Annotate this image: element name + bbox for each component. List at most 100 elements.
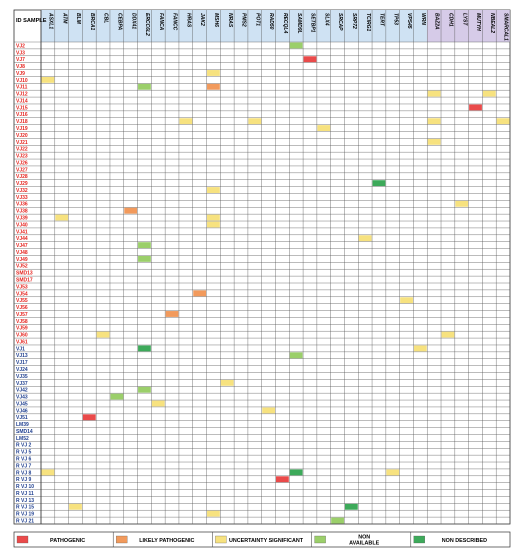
legend-swatch xyxy=(413,535,425,544)
variant-cell xyxy=(138,345,151,352)
variant-cell xyxy=(207,187,220,193)
gene-label: SRP72 xyxy=(351,13,357,29)
gene-label: SETBP1 xyxy=(310,13,316,33)
variant-cell xyxy=(358,235,372,242)
row-header-label: ID SAMPLE xyxy=(16,18,47,24)
variant-cell xyxy=(96,331,110,338)
variant-cell xyxy=(455,200,469,207)
legend-label: LIKELY PATHOGENIC xyxy=(139,538,194,544)
variant-cell xyxy=(138,83,151,90)
gene-label: CBL xyxy=(103,13,109,23)
table-frame xyxy=(13,9,511,525)
sample-label: VJ49 xyxy=(16,257,28,263)
sample-label: VJ13 xyxy=(16,353,28,359)
variant-cell xyxy=(317,125,331,132)
variant-cell xyxy=(386,469,400,476)
sample-label: VJ35 xyxy=(16,374,28,380)
gene-label: SAMD9L xyxy=(296,13,302,34)
sample-label: VJ9 xyxy=(16,71,25,77)
sample-label: VJ46 xyxy=(16,408,28,414)
variant-cell xyxy=(82,414,96,421)
variant-cell xyxy=(289,469,303,476)
gene-label: JAK2 xyxy=(199,13,205,26)
sample-label: VJ21 xyxy=(16,140,28,146)
variant-cell xyxy=(276,476,289,483)
gene-label: BRCA1 xyxy=(89,13,95,30)
variant-cell xyxy=(400,297,413,304)
gene-label: ERCC6L2 xyxy=(144,13,150,36)
gene-label: NBEAL2 xyxy=(489,13,495,33)
sample-label: VJ43 xyxy=(16,395,28,401)
legend-label: NON DESCRIBED xyxy=(442,538,487,544)
sample-label: VJ29 xyxy=(16,181,28,187)
variant-cell xyxy=(138,242,151,249)
gene-label: FANCC xyxy=(172,13,178,31)
sample-label: VJ56 xyxy=(16,305,28,311)
variant-cell xyxy=(441,331,455,338)
sample-label: VJ10 xyxy=(16,78,28,84)
variant-cell xyxy=(344,503,358,510)
gene-label: MUTYH xyxy=(475,13,481,31)
sample-label: LM52 xyxy=(16,436,29,442)
sample-label: R VJ 5 xyxy=(16,450,32,456)
variant-cell xyxy=(331,517,344,524)
sample-label: VJ48 xyxy=(16,250,28,256)
sample-label: R VJ 2 xyxy=(16,443,32,449)
sample-label: VJ16 xyxy=(16,112,28,118)
sample-label: VJ33 xyxy=(16,195,28,201)
variant-cell xyxy=(220,379,234,386)
sample-label: SMD14 xyxy=(16,429,33,435)
legend-label: PATHOGENIC xyxy=(50,538,85,544)
gene-label: BLM xyxy=(75,13,81,25)
variant-cell xyxy=(289,352,303,359)
sample-label: VJ23 xyxy=(16,154,28,160)
gene-label: FANCA xyxy=(158,13,164,31)
sample-label: VJ14 xyxy=(16,98,28,104)
gene-label: LYST xyxy=(461,13,467,26)
sample-label: VJ24 xyxy=(16,367,28,373)
sample-label: VJ19 xyxy=(16,126,28,132)
variant-cell xyxy=(193,290,207,297)
gene-label: RECQL4 xyxy=(282,13,288,34)
variant-cell xyxy=(179,118,193,125)
gene-label: RAD50 xyxy=(268,13,274,30)
sample-label: VJ45 xyxy=(16,401,28,407)
sample-label: VJ40 xyxy=(16,222,28,228)
gene-label: TP53 xyxy=(392,13,398,25)
variant-cell xyxy=(165,311,179,317)
sample-label: VJ60 xyxy=(16,333,28,339)
sample-label: VJ12 xyxy=(16,92,28,98)
legend-swatch xyxy=(16,535,29,544)
sample-label: SMD17 xyxy=(16,277,33,283)
sample-label: R VJ 21 xyxy=(16,518,34,524)
sample-label: VJ57 xyxy=(16,312,28,318)
gene-label: BAZ2A xyxy=(434,13,440,30)
sample-label: VJ3 xyxy=(16,50,25,56)
sample-label: VJ58 xyxy=(16,319,28,325)
variant-cell xyxy=(289,42,303,49)
sample-label: VJ11 xyxy=(16,85,28,91)
gene-label: CDH1 xyxy=(448,13,454,27)
legend-label: NON xyxy=(358,535,370,541)
gene-label: MSH6 xyxy=(213,13,219,27)
variant-cell xyxy=(427,118,441,125)
sample-label: R VJ 10 xyxy=(16,484,34,490)
variant-cell xyxy=(138,386,151,393)
sample-label: R VJ 19 xyxy=(16,512,34,518)
sample-label: VJ32 xyxy=(16,188,28,194)
sample-label: VJ44 xyxy=(16,236,28,242)
sample-label: VJ1 xyxy=(16,346,25,352)
gene-label: TERT xyxy=(379,13,385,27)
sample-label: VJ55 xyxy=(16,298,28,304)
sample-label: VJ2 xyxy=(16,43,25,49)
gene-label: SLX4 xyxy=(323,13,329,26)
sample-label: VJ59 xyxy=(16,326,28,332)
sample-label: R VJ 9 xyxy=(16,477,32,483)
sample-label: R VJ 11 xyxy=(16,491,34,497)
sample-label: VJ17 xyxy=(16,360,28,366)
sample-label: VJ27 xyxy=(16,167,28,173)
gene-label: ATM xyxy=(61,12,67,24)
gene-label: SRCAP xyxy=(337,13,343,31)
sample-label: VJ26 xyxy=(16,160,28,166)
